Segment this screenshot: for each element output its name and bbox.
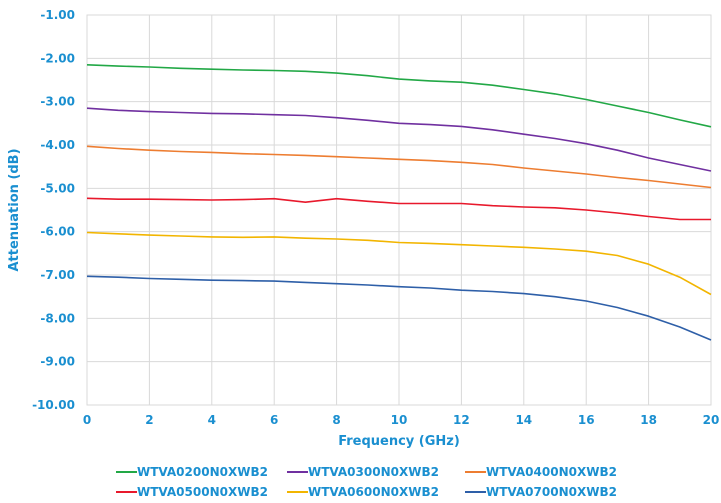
y-tick-label: -2.00 <box>40 51 75 65</box>
x-tick-label: 16 <box>578 413 595 427</box>
y-tick-label: -7.00 <box>40 268 75 282</box>
x-tick-label: 4 <box>208 413 216 427</box>
legend-label: WTVA0600N0XWB2 <box>308 485 439 499</box>
y-axis-title: Attenuation (dB) <box>7 148 22 271</box>
y-tick-labels: -1.00 -2.00 -3.00 -4.00 -5.00 -6.00 -7.00 -8.00… <box>32 8 75 412</box>
legend-label: WTVA0400N0XWB2 <box>486 465 617 479</box>
y-tick-label: -1.00 <box>40 8 75 22</box>
plot-area-frame <box>86 14 712 406</box>
legend-label: WTVA0300N0XWB2 <box>308 465 439 479</box>
x-tick-label: 0 <box>83 413 91 427</box>
x-tick-label: 14 <box>515 413 532 427</box>
x-tick-label: 2 <box>145 413 153 427</box>
x-tick-label: 6 <box>270 413 278 427</box>
legend-label: WTVA0500N0XWB2 <box>137 485 268 499</box>
series-layer <box>86 64 712 341</box>
x-axis-title: Frequency (GHz) <box>338 434 460 449</box>
y-tick-label: -4.00 <box>40 138 75 152</box>
series-line-wtva0400n0xwb2 <box>86 145 712 189</box>
series-line-wtva0300n0xwb2 <box>86 107 712 172</box>
x-tick-label: 20 <box>703 413 720 427</box>
y-tick-label: -10.00 <box>32 398 75 412</box>
y-tick-label: -9.00 <box>40 355 75 369</box>
legend-label: WTVA0700N0XWB2 <box>486 485 617 499</box>
y-tick-label: -6.00 <box>40 225 75 239</box>
x-tick-label: 18 <box>640 413 657 427</box>
vertical-gridlines <box>86 15 712 405</box>
y-tick-label: -3.00 <box>40 95 75 109</box>
series-line-wtva0500n0xwb2 <box>86 197 711 221</box>
legend-label: WTVA0200N0XWB2 <box>137 465 268 479</box>
series-line-wtva0700n0xwb2 <box>86 275 712 341</box>
x-tick-labels: 0 2 4 6 8 10 12 14 16 18 20 <box>83 413 720 427</box>
y-tick-label: -5.00 <box>40 181 75 195</box>
y-tick-label: -8.00 <box>40 311 75 325</box>
x-tick-label: 8 <box>332 413 340 427</box>
series-line-wtva0200n0xwb2 <box>86 64 712 128</box>
x-tick-label: 12 <box>453 413 470 427</box>
x-tick-label: 10 <box>391 413 408 427</box>
series-line-wtva0600n0xwb2 <box>86 231 712 296</box>
legend: WTVA0200N0XWB2 WTVA0300N0XWB2 WTVA0400N0XW… <box>116 465 617 499</box>
